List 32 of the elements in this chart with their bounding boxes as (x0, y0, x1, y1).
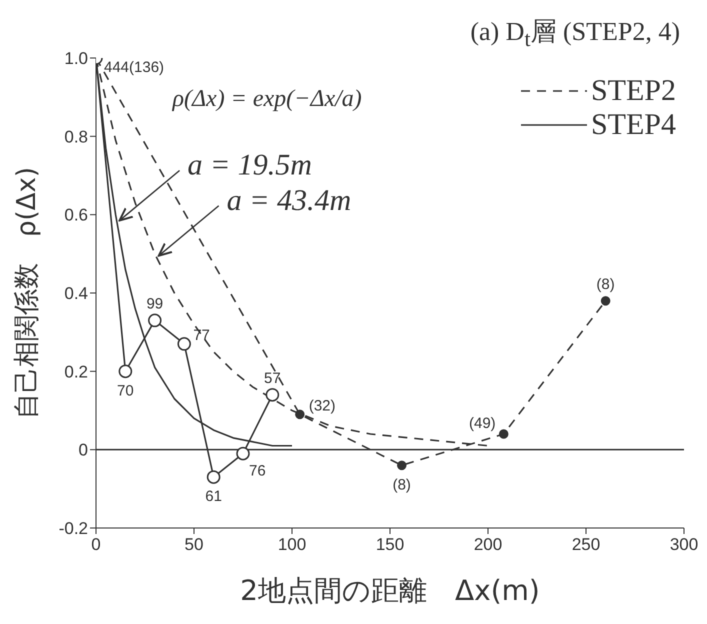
annotation: 99 (146, 295, 164, 312)
annotation: (8) (596, 276, 615, 293)
annotation: 76 (249, 462, 266, 480)
y-tick-label: 0.2 (64, 362, 88, 382)
legend-label: STEP2 (590, 74, 676, 108)
annotation: 70 (117, 382, 134, 400)
annotation: (8) (392, 476, 411, 494)
legend-label: STEP4 (590, 108, 676, 142)
annotation: 57 (264, 370, 281, 387)
y-tick-label: 0 (78, 440, 88, 460)
y-tick-label: -0.2 (58, 519, 88, 538)
annotation: a = 19.5m (188, 148, 312, 182)
annotation: (32) (308, 397, 336, 414)
x-tick-label: 0 (91, 535, 101, 554)
annotation: 444(136) (104, 59, 164, 76)
x-tick-label: 200 (474, 535, 502, 554)
x-tick-label: 250 (572, 535, 600, 554)
y-tick-label: 0.6 (64, 206, 88, 225)
annotation: (49) (468, 415, 496, 432)
x-tick-label: 150 (376, 535, 404, 554)
annotation: ρ(Δx) = exp(−Δx/a) (171, 86, 362, 112)
chart-title: (a) D$_{t}$層 (STEP2, 4) (470, 16, 680, 52)
x-tick-label: 300 (670, 535, 698, 554)
y-tick-label: 0.4 (64, 284, 88, 304)
x-tick-label: 100 (278, 535, 306, 554)
x-tick-label: 50 (184, 535, 204, 554)
annotation: a = 43.4m (226, 184, 352, 217)
y-axis-title: 自己相関係数 ρ(Δx) (12, 167, 42, 419)
annotation: 61 (205, 488, 222, 506)
y-tick-label: 0.8 (64, 127, 88, 146)
x-axis-title: 2地点間の距離 Δx(m) (240, 574, 540, 607)
y-tick-label: 1.0 (64, 49, 88, 68)
